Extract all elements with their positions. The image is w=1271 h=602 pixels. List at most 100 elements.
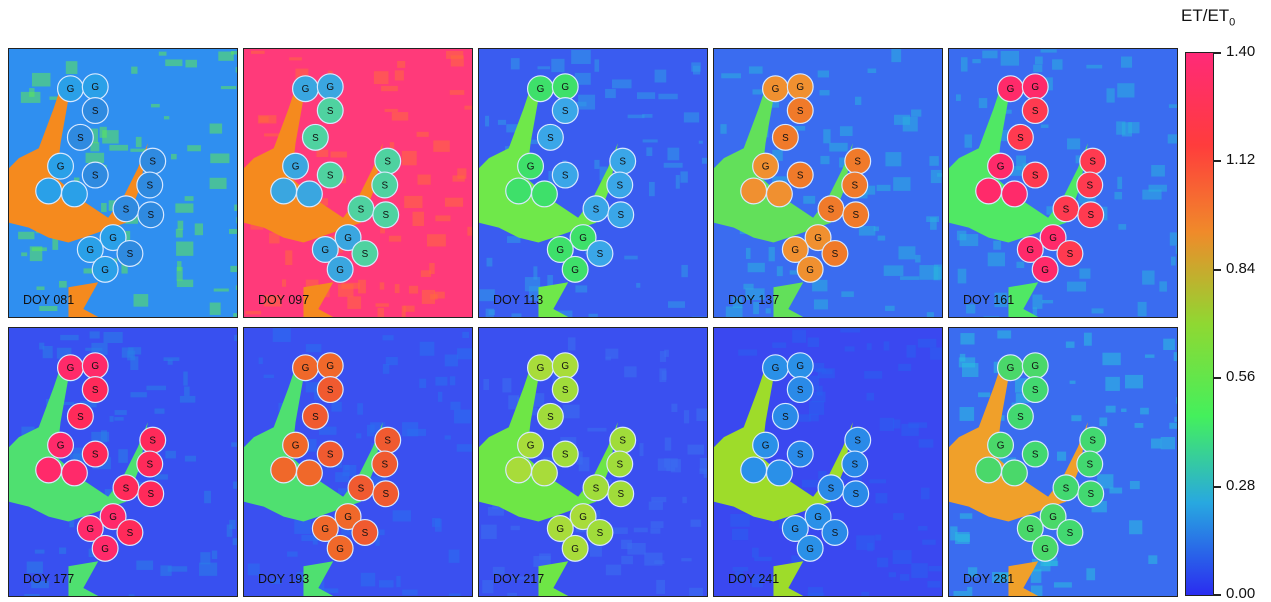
- vegetation-patch: [108, 200, 116, 211]
- grass-field-circle: G: [1016, 515, 1044, 543]
- vegetation-patch: [551, 58, 565, 73]
- vegetation-patch: [605, 348, 619, 359]
- grass-field-circle: G: [546, 515, 574, 543]
- colorbar-gradient: [1185, 52, 1214, 596]
- vegetation-patch: [416, 131, 429, 137]
- vegetation-patch: [130, 356, 139, 370]
- field-type-label: S: [327, 450, 334, 461]
- vegetation-patch: [330, 151, 347, 158]
- grass-field-circle: G: [316, 352, 344, 380]
- vegetation-patch: [959, 407, 975, 421]
- field-type-label: G: [336, 544, 344, 555]
- field-type-label: G: [86, 524, 94, 535]
- vegetation-patch: [1086, 64, 1103, 69]
- panel-doy-label: DOY 081: [23, 293, 75, 307]
- vegetation-patch: [305, 382, 325, 393]
- vegetation-patch: [281, 279, 287, 287]
- vegetation-patch: [893, 177, 911, 191]
- vegetation-patch: [809, 413, 819, 422]
- vegetation-patch: [883, 341, 890, 351]
- vegetation-patch: [218, 51, 234, 61]
- vegetation-patch: [448, 549, 460, 563]
- vegetation-patch: [26, 561, 43, 574]
- field-type-label: G: [762, 441, 770, 452]
- field-type-label: G: [762, 162, 770, 173]
- vegetation-patch: [803, 195, 816, 204]
- vegetation-patch: [24, 593, 40, 596]
- vegetation-patch: [873, 226, 880, 232]
- vegetation-patch: [683, 112, 700, 123]
- vegetation-patch: [338, 488, 356, 495]
- vegetation-patch: [502, 378, 512, 393]
- vegetation-patch: [898, 363, 912, 371]
- vegetation-patch: [1140, 407, 1149, 415]
- field-type-label: G: [1026, 524, 1034, 535]
- vegetation-patch: [1167, 134, 1177, 144]
- sand-field-circle: S: [771, 402, 799, 430]
- vegetation-patch: [667, 147, 680, 161]
- vegetation-patch: [482, 580, 494, 594]
- vegetation-patch: [403, 305, 415, 312]
- grass-field-circle: G: [804, 224, 832, 252]
- vegetation-patch: [356, 433, 362, 439]
- field-type-label: S: [382, 210, 389, 221]
- vegetation-patch: [158, 51, 167, 56]
- vegetation-patch: [820, 155, 830, 165]
- vegetation-patch: [867, 68, 877, 73]
- vegetation-patch: [636, 282, 641, 288]
- vegetation-patch: [1168, 104, 1177, 108]
- vegetation-patch: [1071, 415, 1082, 422]
- sand-field-circle: S: [316, 97, 344, 125]
- vegetation-patch: [150, 103, 160, 108]
- vegetation-patch: [384, 108, 398, 112]
- vegetation-patch: [745, 288, 765, 301]
- sand-field-circle: S: [1076, 450, 1104, 478]
- field-type-label: G: [67, 363, 75, 374]
- vegetation-patch: [39, 305, 58, 312]
- vegetation-patch: [574, 72, 591, 85]
- vegetation-patch: [1015, 393, 1030, 403]
- field-type-label: S: [597, 249, 604, 260]
- vegetation-patch: [167, 359, 173, 365]
- vegetation-patch: [338, 284, 354, 297]
- vegetation-patch: [1034, 56, 1043, 65]
- field-type-label: S: [1067, 528, 1074, 539]
- vegetation-patch: [450, 55, 464, 67]
- field-type-label: S: [381, 180, 388, 191]
- field-type-label: G: [571, 265, 579, 276]
- vegetation-patch: [751, 574, 764, 588]
- vegetation-patch: [587, 427, 607, 432]
- vegetation-patch: [745, 247, 751, 259]
- field-type-label: S: [562, 450, 569, 461]
- vegetation-patch: [891, 49, 902, 63]
- field-type-label: S: [312, 133, 319, 144]
- field-type-label: S: [149, 436, 156, 447]
- field-type-label: G: [344, 512, 352, 523]
- field-type-label: S: [593, 204, 600, 215]
- vegetation-patch: [691, 316, 707, 317]
- field-circle: [505, 456, 533, 484]
- sand-field-circle: S: [139, 147, 167, 175]
- vegetation-patch: [547, 274, 553, 286]
- vegetation-patch: [1117, 83, 1135, 98]
- vegetation-patch: [659, 368, 667, 383]
- et-map-panel-113: G G S S G S S S S S G G S G DOY 113: [478, 48, 708, 318]
- sand-field-circle: S: [841, 450, 869, 478]
- field-type-label: G: [67, 84, 75, 95]
- vegetation-patch: [533, 266, 538, 280]
- sand-field-circle: S: [586, 239, 614, 267]
- vegetation-patch: [1114, 191, 1123, 200]
- vegetation-patch: [402, 589, 418, 596]
- grass-field-circle: G: [76, 236, 104, 264]
- vegetation-patch: [589, 543, 602, 557]
- vegetation-patch: [956, 230, 967, 241]
- field-type-label: S: [828, 204, 835, 215]
- vegetation-patch: [578, 94, 596, 110]
- grass-field-circle: G: [326, 255, 354, 283]
- grass-field-circle: G: [1039, 224, 1067, 252]
- panel-doy-label: DOY 097: [258, 293, 310, 307]
- sand-field-circle: S: [1079, 426, 1107, 454]
- field-type-label: S: [1063, 483, 1070, 494]
